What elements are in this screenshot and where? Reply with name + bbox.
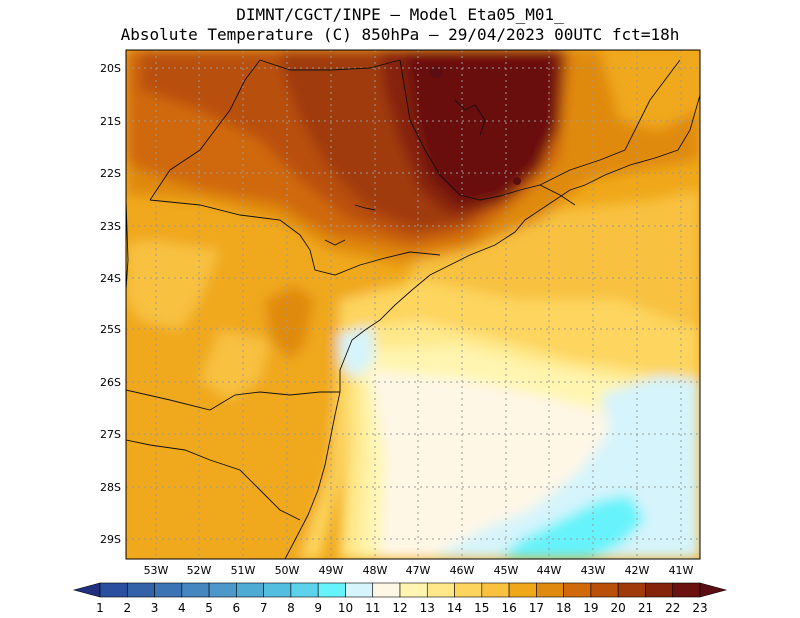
colorbar-swatch	[508, 582, 537, 598]
river	[454, 99, 486, 136]
colorbar-swatch	[154, 582, 183, 598]
colorbar-label: 20	[611, 601, 626, 615]
lon-label: 41W	[669, 564, 694, 577]
lon-label: 51W	[231, 564, 256, 577]
lat-label: 28S	[100, 481, 121, 494]
river	[324, 239, 346, 246]
state-border-pr-sc	[126, 389, 340, 411]
colorbar-label: 23	[692, 601, 707, 615]
lon-label: 47W	[406, 564, 431, 577]
colorbar-label: 9	[314, 601, 322, 615]
lat-axis: 20S 21S 22S 23S 24S 25S 26S 27S 28S 29S	[100, 62, 121, 546]
graticule	[126, 50, 700, 559]
colorbar-swatch	[617, 582, 646, 598]
lon-axis: 53W 52W 51W 50W 49W 48W 47W 46W 45W 44W …	[144, 564, 694, 577]
title-line-1: DIMNT/CGCT/INPE – Model Eta05_M01_	[236, 5, 564, 24]
colorbar-label: 13	[420, 601, 435, 615]
colorbar-swatch	[536, 582, 564, 598]
lon-label: 43W	[581, 564, 606, 577]
lat-label: 20S	[100, 62, 121, 75]
colorbar-label: 2	[123, 601, 131, 615]
colorbar-swatch	[290, 582, 319, 598]
lon-label: 46W	[450, 564, 475, 577]
title-line-2: Absolute Temperature (C) 850hPa – 29/04/…	[120, 25, 680, 44]
boundaries	[126, 59, 700, 559]
colorbar-label: 4	[178, 601, 186, 615]
colorbar-label: 19	[583, 601, 598, 615]
colorbar-swatch	[126, 582, 155, 598]
coastline	[284, 94, 700, 559]
lon-label: 42W	[625, 564, 650, 577]
colorbar-swatch	[590, 582, 619, 598]
lon-label: 49W	[319, 564, 344, 577]
colorbar-swatch	[563, 582, 592, 598]
colorbar-label: 14	[447, 601, 462, 615]
colorbar-label: 8	[287, 601, 295, 615]
colorbar-label: 21	[638, 601, 653, 615]
colorbar-label: 11	[365, 601, 380, 615]
state-border-mg-rj	[539, 59, 681, 186]
state-border-sp-mg	[399, 59, 576, 206]
lat-label: 26S	[100, 376, 121, 389]
colorbar-label: 5	[205, 601, 213, 615]
colorbar-label: 1	[96, 601, 104, 615]
colorbar-swatch	[181, 582, 210, 598]
colorbar-swatch	[481, 582, 510, 598]
colorbar-swatch	[263, 582, 292, 598]
colorbar-label: 22	[665, 601, 680, 615]
temperature-field	[126, 50, 700, 559]
river	[354, 204, 376, 211]
lat-label: 23S	[100, 220, 121, 233]
colorbar-swatch	[645, 582, 674, 598]
state-border-sc-rs	[126, 439, 301, 521]
lon-label: 53W	[144, 564, 169, 577]
border-paraguay	[126, 199, 129, 291]
colorbar-label: 3	[151, 601, 159, 615]
colorbar-swatch	[99, 582, 128, 598]
state-border-sp-pr	[149, 199, 441, 276]
lat-label: 27S	[100, 428, 121, 441]
state-border-ms-sp	[149, 59, 401, 201]
colorbar-arrow-high	[699, 582, 728, 598]
colorbar-swatch	[372, 582, 401, 598]
colorbar-swatch	[672, 582, 701, 598]
colorbar-label: 18	[556, 601, 571, 615]
lat-label: 29S	[100, 533, 121, 546]
colorbar-label: 12	[392, 601, 407, 615]
lat-label: 24S	[100, 272, 121, 285]
colorbar-arrow-low	[72, 582, 101, 598]
lon-label: 52W	[187, 564, 212, 577]
colorbar-label: 6	[233, 601, 241, 615]
lat-label: 22S	[100, 167, 121, 180]
colorbar-swatch	[426, 582, 455, 598]
colorbar-label: 10	[338, 601, 353, 615]
colorbar: 1 2 3 4 5 6 7 8 9 10 11 12 13 14 15 16 17 18 19 20 21 22 23	[72, 582, 728, 615]
lon-label: 44W	[537, 564, 562, 577]
colorbar-swatch	[208, 582, 237, 598]
colorbar-swatch	[345, 582, 374, 598]
colorbar-swatch	[399, 582, 428, 598]
lon-label: 45W	[494, 564, 519, 577]
colorbar-label: 15	[474, 601, 489, 615]
colorbar-label: 17	[529, 601, 544, 615]
lat-label: 21S	[100, 115, 121, 128]
colorbar-label: 7	[260, 601, 268, 615]
colorbar-label: 16	[501, 601, 516, 615]
colorbar-swatch	[454, 582, 483, 598]
map-frame	[125, 49, 701, 560]
lat-label: 25S	[100, 323, 121, 336]
colorbar-swatch	[236, 582, 264, 598]
lon-label: 48W	[363, 564, 388, 577]
colorbar-swatch	[317, 582, 346, 598]
lon-label: 50W	[275, 564, 300, 577]
